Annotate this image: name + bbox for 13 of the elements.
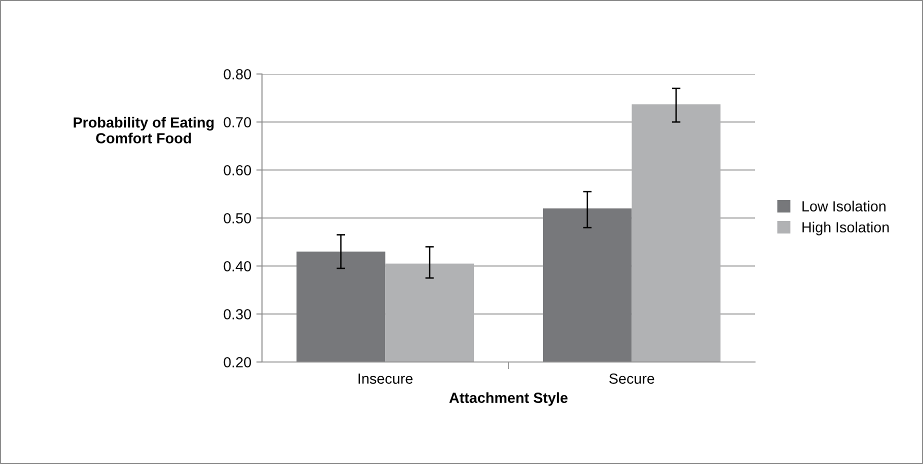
x-tick-label: Insecure	[358, 374, 413, 384]
y-tick-label: 0.60	[224, 165, 252, 176]
legend-label: High Isolation	[802, 222, 889, 236]
y-tick-label: 0.30	[224, 309, 252, 320]
y-tick-label: 0.50	[224, 213, 252, 224]
y-tick-label: 0.70	[224, 117, 252, 128]
y-tick-label: 0.40	[224, 261, 252, 272]
y-tick-label: 0.20	[224, 357, 252, 368]
legend-label: Low Isolation	[802, 200, 886, 212]
x-axis-title: Attachment Style	[449, 392, 568, 406]
x-tick-label: Secure	[609, 373, 654, 384]
y-tick-label: 0.80	[224, 69, 252, 80]
y-axis-title: Probability of Eating Comfort Food	[74, 116, 214, 144]
